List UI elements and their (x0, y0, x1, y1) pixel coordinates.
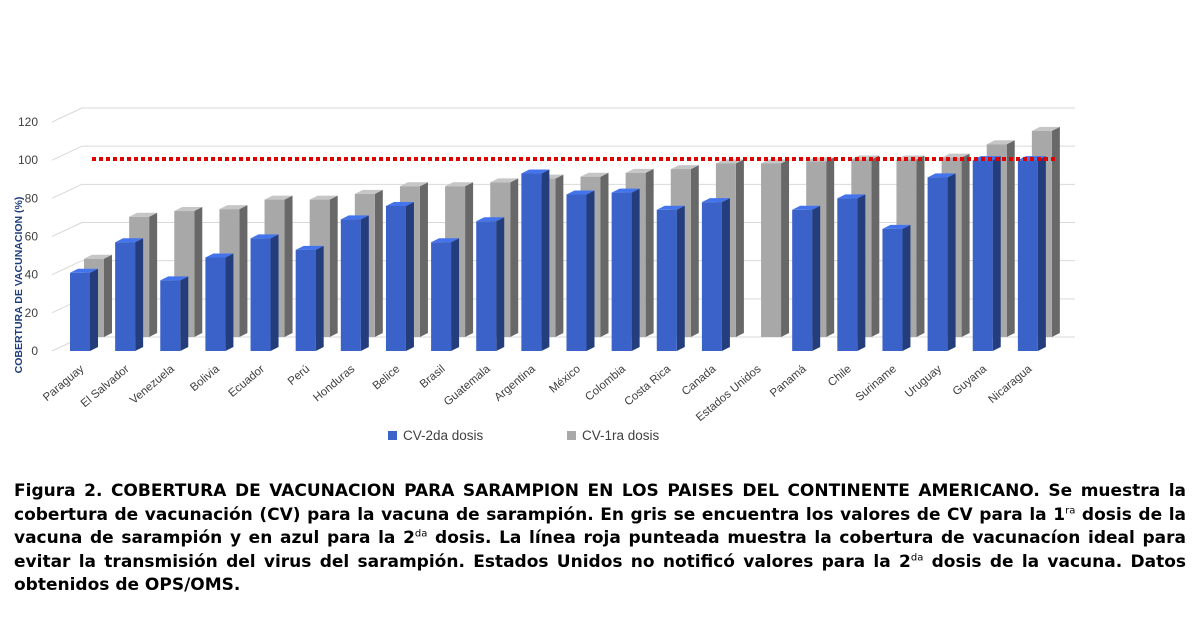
legend-swatch-1ra-dosis (567, 431, 576, 440)
bar-2da-dosis-uruguay (927, 173, 956, 351)
caption-sup-2: da (414, 528, 428, 540)
bar-2da-dosis-panama (792, 205, 821, 351)
x-tick-label-guatemala: Guatemala (442, 363, 493, 409)
x-tick-label-uruguay: Uruguay (903, 363, 944, 400)
bar-2da-dosis-argentina (521, 169, 550, 351)
x-tick-label-suriname: Suriname (854, 363, 899, 404)
caption-part-3: dosis. La línea roja punteada muestra la… (14, 528, 1186, 572)
bar-2da-dosis-honduras (340, 215, 369, 351)
y-tick-label-80: 80 (25, 191, 39, 205)
y-tick-label-0: 0 (31, 344, 38, 358)
bar-2da-dosis-nicaragua (1017, 156, 1046, 351)
x-tick-label-venezuela: Venezuela (128, 363, 177, 407)
x-tick-label-paraguay: Paraguay (41, 363, 87, 404)
x-tick-label-peru: Perú (286, 363, 312, 388)
y-axis-ticks: 0 20 40 60 80 100 120 (18, 115, 38, 358)
legend-label-1ra-dosis: CV-1ra dosis (582, 428, 660, 443)
x-tick-label-guyana: Guyana (951, 363, 990, 398)
gridline-slant-80 (51, 183, 83, 199)
bar-2da-dosis-ecuador (250, 234, 279, 351)
x-tick-label-costa-rica: Costa Rica (622, 363, 673, 409)
caption-sup-1: ra (1065, 504, 1076, 516)
y-tick-label-120: 120 (18, 115, 38, 129)
x-tick-label-ecuador: Ecuador (227, 363, 268, 400)
bar-2da-dosis-venezuela (160, 276, 189, 351)
x-tick-label-belice: Belice (371, 363, 403, 392)
legend-swatch-2da-dosis (388, 431, 397, 440)
gridline-slant-40 (51, 260, 83, 276)
bar-2da-dosis-brasil (431, 238, 460, 351)
y-tick-label-40: 40 (25, 268, 39, 282)
bar-2da-dosis-suriname (882, 224, 911, 351)
caption-part-2: dosis de la vacuna de sarampión y en azu… (14, 504, 1186, 549)
bar-2da-dosis-el-salvador (115, 238, 144, 351)
bar-1ra-dosis-estados-unidos (761, 159, 790, 337)
y-tick-label-20: 20 (25, 306, 39, 320)
caption-part-4: dosis de la vacuna. Datos obtenidos de O… (14, 551, 1186, 596)
gridline-slant-100 (51, 145, 83, 161)
y-tick-label-100: 100 (18, 153, 38, 167)
gridline-slant-120 (51, 107, 83, 123)
bar-2da-dosis-paraguay (70, 268, 98, 351)
x-tick-label-brasil: Brasil (418, 363, 448, 391)
y-tick-label-60: 60 (25, 230, 39, 244)
bar-2da-dosis-chile (837, 194, 866, 351)
bar-2da-dosis-belice (385, 201, 414, 351)
y-axis-label: COBERTURA DE VACUNACION (%) (13, 197, 25, 374)
x-tick-label-honduras: Honduras (311, 363, 357, 404)
x-tick-label-el-salvador: El Salvador (79, 363, 132, 410)
x-tick-label-argentina: Argentina (492, 363, 538, 404)
x-tick-label-chile: Chile (826, 363, 854, 389)
bar-2da-dosis-bolivia (205, 253, 234, 351)
bar-2da-dosis-mexico (566, 190, 595, 351)
gridline-slant-60 (51, 222, 83, 237)
bars (70, 126, 1060, 351)
bar-2da-dosis-guyana (972, 156, 1001, 351)
caption-lead: Figura 2. COBERTURA DE VACUNACION PARA S… (14, 481, 1040, 501)
bar-2da-dosis-colombia (611, 188, 640, 351)
vaccination-coverage-chart: 0 20 40 60 80 100 120 COBERTURA DE VACUNACION … (13, 107, 1075, 443)
legend-label-2da-dosis: CV-2da dosis (403, 428, 484, 443)
x-tick-label-canada: Canada (680, 363, 719, 398)
bar-2da-dosis-canada (701, 198, 730, 351)
bar-2da-dosis-costa-rica (656, 205, 685, 351)
x-tick-label-bolivia: Bolivia (188, 363, 222, 394)
caption-sup-3: da (910, 551, 924, 563)
legend: CV-2da dosis CV-1ra dosis (388, 428, 660, 443)
x-tick-label-colombia: Colombia (583, 363, 628, 404)
x-tick-label-panama: Panamá (768, 363, 809, 400)
figure-caption: Figura 2. COBERTURA DE VACUNACION PARA S… (14, 480, 1186, 598)
bar-2da-dosis-guatemala (476, 217, 505, 351)
bar-2da-dosis-peru (295, 245, 324, 351)
x-tick-label-nicaragua: Nicaragua (986, 363, 1034, 406)
bar-1ra-dosis-venezuela (174, 207, 203, 337)
x-tick-label-mexico: México (547, 363, 583, 396)
caption-part-1: Se muestra la cobertura de vacunación (C… (14, 481, 1187, 525)
